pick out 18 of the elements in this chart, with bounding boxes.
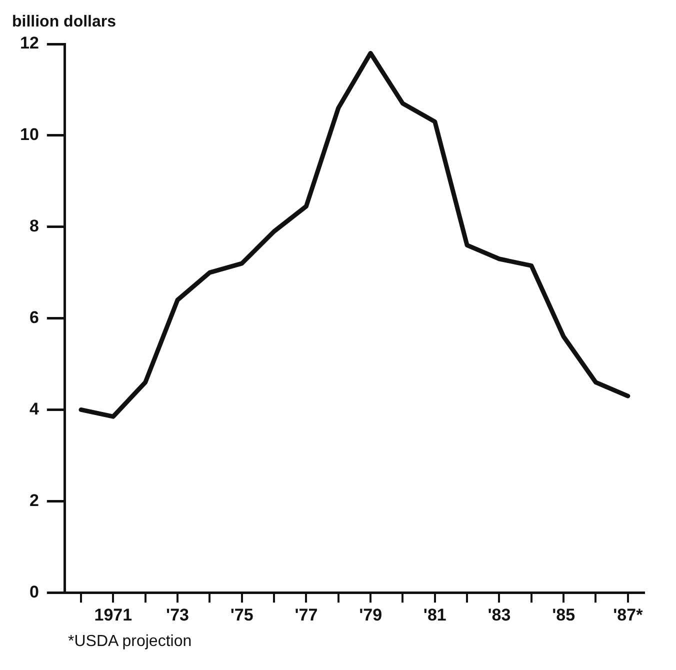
x-tick-label: '85 <box>552 605 576 624</box>
x-tick-label: 1971 <box>94 605 132 624</box>
x-tick-label: '73 <box>166 605 189 624</box>
y-tick-label: 12 <box>20 34 39 53</box>
text: *USDA projection <box>68 633 193 651</box>
y-tick-label: 0 <box>29 582 39 602</box>
y-axis-title: billion dollars <box>12 13 116 30</box>
x-tick-label: '83 <box>488 605 511 624</box>
x-tick-label: '81 <box>423 605 446 624</box>
y-tick-label: 4 <box>29 399 40 418</box>
y-tick-label: 8 <box>29 216 39 236</box>
y-tick-label: 2 <box>29 490 39 510</box>
x-tick-label: '87* <box>613 605 644 624</box>
x-tick-label: '79 <box>359 605 382 624</box>
x-tick-label: '75 <box>230 605 254 624</box>
x-tick-label: '77 <box>294 605 318 624</box>
y-tick-label: 10 <box>20 125 39 144</box>
y-tick-label: 6 <box>29 308 39 327</box>
